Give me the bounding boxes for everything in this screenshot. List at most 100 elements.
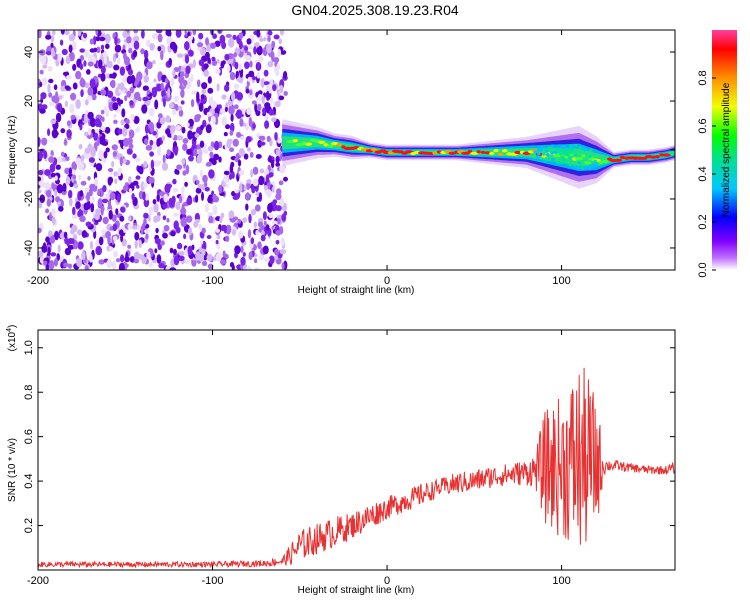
noise-blob xyxy=(245,88,250,94)
noise-blob xyxy=(244,55,251,60)
noise-blob xyxy=(79,48,86,53)
noise-blob xyxy=(176,242,183,250)
noise-blob xyxy=(258,175,265,186)
noise-blob xyxy=(113,113,117,119)
noise-blob xyxy=(179,194,183,204)
noise-blob xyxy=(195,180,200,185)
noise-blob xyxy=(105,43,110,50)
ridge-core-blob xyxy=(293,139,298,143)
ridge-core-blob xyxy=(476,150,481,154)
ridge-speckle xyxy=(542,159,547,163)
noise-blob xyxy=(116,97,121,103)
noise-blob xyxy=(146,251,151,260)
noise-blob xyxy=(233,52,237,58)
noise-blob xyxy=(89,38,95,45)
noise-blob xyxy=(83,60,87,67)
noise-blob xyxy=(180,217,187,228)
noise-blob xyxy=(224,53,230,61)
noise-blob xyxy=(47,83,51,93)
noise-blob xyxy=(50,119,56,125)
noise-blob xyxy=(55,196,61,203)
ridge-speckle xyxy=(572,165,577,169)
noise-blob xyxy=(84,82,90,89)
noise-blob xyxy=(200,47,206,56)
ridge-core-blob xyxy=(371,147,377,152)
noise-blob xyxy=(107,199,112,209)
noise-blob xyxy=(130,74,136,84)
ridge-speckle xyxy=(553,150,558,154)
noise-blob xyxy=(194,219,200,224)
noise-blob xyxy=(149,261,153,268)
noise-blob xyxy=(77,241,84,250)
noise-blob xyxy=(243,153,249,160)
noise-blob xyxy=(202,174,208,183)
noise-blob xyxy=(76,257,83,268)
ridge-core-blob xyxy=(484,151,491,155)
noise-blob xyxy=(277,48,282,58)
noise-blob xyxy=(250,169,254,178)
noise-blob xyxy=(125,251,129,262)
ridge-speckle xyxy=(561,157,566,161)
noise-blob xyxy=(64,247,72,256)
noise-blob xyxy=(225,224,232,235)
noise-blob xyxy=(114,36,118,46)
noise-blob xyxy=(273,34,280,40)
noise-blob xyxy=(81,154,85,162)
noise-blob xyxy=(263,185,268,191)
noise-blob xyxy=(241,108,246,114)
noise-blob xyxy=(128,129,135,139)
noise-blob xyxy=(106,60,113,69)
noise-blob xyxy=(79,215,86,223)
noise-blob xyxy=(165,115,171,123)
spectrogram-y-tick-label: -40 xyxy=(23,240,35,256)
noise-blob xyxy=(236,77,242,82)
noise-blob xyxy=(215,252,222,262)
snr-multiplier: (x104) xyxy=(6,325,18,352)
noise-blob xyxy=(172,187,179,193)
ridge-speckle xyxy=(588,164,593,168)
ridge-speckle xyxy=(583,165,588,169)
noise-blob xyxy=(148,108,155,117)
noise-blob xyxy=(127,244,131,249)
noise-blob xyxy=(274,132,278,141)
noise-blob xyxy=(162,203,168,209)
noise-blob xyxy=(47,246,51,257)
noise-blob xyxy=(144,193,149,201)
noise-blob xyxy=(39,69,44,75)
noise-blob xyxy=(145,144,153,151)
noise-blob xyxy=(207,76,212,84)
noise-blob xyxy=(156,160,162,165)
noise-blob xyxy=(89,240,94,250)
noise-blob xyxy=(238,40,243,50)
noise-blob xyxy=(256,30,261,38)
noise-blob xyxy=(212,193,217,202)
snr-ylabel: SNR (10 * v/v) xyxy=(7,438,18,502)
noise-blob xyxy=(190,99,195,108)
noise-blob xyxy=(188,49,194,57)
noise-blob xyxy=(145,39,151,47)
noise-blob xyxy=(142,96,149,102)
colorbar: 0.0 0.2 0.4 0.6 0.8 Normalized spectral ampl… xyxy=(697,30,737,278)
noise-blob xyxy=(91,93,97,101)
noise-blob xyxy=(204,203,209,213)
noise-blob xyxy=(123,52,127,61)
noise-blob xyxy=(68,44,73,53)
noise-blob xyxy=(263,168,270,177)
noise-blob xyxy=(99,135,106,145)
noise-blob xyxy=(68,34,76,42)
noise-blob xyxy=(134,231,140,241)
noise-blob xyxy=(162,97,166,108)
noise-blob xyxy=(122,30,128,39)
noise-blob xyxy=(211,56,216,62)
ridge-speckle xyxy=(550,157,555,162)
noise-blob xyxy=(128,47,133,54)
noise-blob xyxy=(275,162,281,167)
noise-blob xyxy=(275,70,280,76)
noise-blob xyxy=(79,190,84,197)
noise-blob xyxy=(109,73,113,79)
noise-blob xyxy=(253,46,257,55)
noise-blob xyxy=(252,123,256,129)
noise-blob xyxy=(103,55,107,66)
noise-blob xyxy=(95,163,103,172)
